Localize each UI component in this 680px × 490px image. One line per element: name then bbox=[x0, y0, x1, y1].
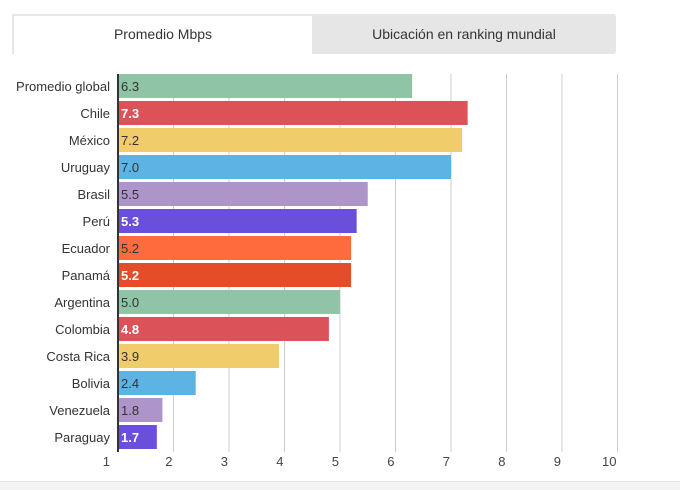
bar-value-label: 5.2 bbox=[121, 241, 139, 256]
bar[interactable] bbox=[118, 371, 196, 395]
bar[interactable] bbox=[118, 263, 352, 287]
bar-value-label: 5.3 bbox=[121, 214, 139, 229]
bar[interactable] bbox=[118, 425, 157, 449]
bar-value-label: 5.5 bbox=[121, 187, 139, 202]
bar[interactable] bbox=[118, 236, 352, 260]
bar[interactable] bbox=[118, 128, 463, 152]
x-tick-label: 3 bbox=[221, 454, 228, 469]
bar[interactable] bbox=[118, 74, 413, 98]
bar[interactable] bbox=[118, 398, 163, 422]
bar[interactable] bbox=[118, 182, 368, 206]
category-label: Bolivia bbox=[72, 376, 111, 391]
bar-value-label: 5.0 bbox=[121, 295, 139, 310]
category-label: Chile bbox=[80, 106, 110, 121]
category-label: México bbox=[69, 133, 110, 148]
bar-value-label: 7.0 bbox=[121, 160, 139, 175]
tab-promedio-mbps[interactable]: Promedio Mbps bbox=[12, 14, 312, 54]
category-label: Venezuela bbox=[49, 403, 110, 418]
category-label: Ecuador bbox=[62, 241, 111, 256]
bar[interactable] bbox=[118, 155, 451, 179]
x-tick-label: 1 bbox=[103, 454, 110, 469]
bar[interactable] bbox=[118, 290, 340, 314]
bar-value-label: 7.2 bbox=[121, 133, 139, 148]
x-tick-label: 5 bbox=[332, 454, 339, 469]
footer-divider bbox=[0, 481, 680, 490]
x-tick-label: 8 bbox=[498, 454, 505, 469]
category-label: Argentina bbox=[54, 295, 110, 310]
bar-value-label: 1.7 bbox=[121, 430, 139, 445]
category-label: Perú bbox=[83, 214, 110, 229]
bar-value-label: 4.8 bbox=[121, 322, 139, 337]
bar-value-label: 2.4 bbox=[121, 376, 139, 391]
x-tick-label: 4 bbox=[276, 454, 283, 469]
x-tick-label: 6 bbox=[387, 454, 394, 469]
x-tick-label: 10 bbox=[602, 454, 616, 469]
x-tick-label: 9 bbox=[554, 454, 561, 469]
tab-ranking-mundial[interactable]: Ubicación en ranking mundial bbox=[372, 26, 556, 42]
bar-value-label: 7.3 bbox=[121, 106, 139, 121]
bar-value-label: 1.8 bbox=[121, 403, 139, 418]
category-label: Promedio global bbox=[16, 79, 110, 94]
category-label: Uruguay bbox=[61, 160, 111, 175]
bar-value-label: 3.9 bbox=[121, 349, 139, 364]
x-tick-label: 7 bbox=[443, 454, 450, 469]
category-label: Panamá bbox=[62, 268, 111, 283]
bar[interactable] bbox=[118, 101, 468, 125]
x-tick-label: 2 bbox=[165, 454, 172, 469]
category-label: Colombia bbox=[55, 322, 111, 337]
category-label: Paraguay bbox=[54, 430, 110, 445]
bar-value-label: 6.3 bbox=[121, 79, 139, 94]
bar-value-label: 5.2 bbox=[121, 268, 139, 283]
category-label: Brasil bbox=[77, 187, 110, 202]
category-label: Costa Rica bbox=[46, 349, 110, 364]
bar[interactable] bbox=[118, 209, 357, 233]
bar[interactable] bbox=[118, 317, 329, 341]
tab-bar: Promedio Mbps Ubicación en ranking mundi… bbox=[12, 14, 616, 54]
bar[interactable] bbox=[118, 344, 279, 368]
